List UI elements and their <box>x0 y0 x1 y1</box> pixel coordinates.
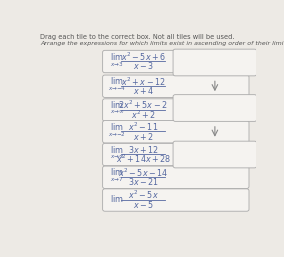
Text: $\lim_{x \to 7}$: $\lim_{x \to 7}$ <box>110 167 124 185</box>
FancyBboxPatch shape <box>103 143 249 166</box>
FancyBboxPatch shape <box>103 99 249 121</box>
Text: $x+4$: $x+4$ <box>133 85 154 96</box>
Text: $x+2$: $x+2$ <box>133 131 154 142</box>
Text: $x^2+2$: $x^2+2$ <box>131 108 156 121</box>
Text: $3x+12$: $3x+12$ <box>128 144 159 155</box>
Text: $\lim$: $\lim$ <box>110 193 124 204</box>
FancyBboxPatch shape <box>103 121 249 143</box>
FancyBboxPatch shape <box>103 75 249 97</box>
Text: $\lim_{x \to -2}$: $\lim_{x \to -2}$ <box>108 122 126 139</box>
FancyBboxPatch shape <box>103 189 249 211</box>
FancyBboxPatch shape <box>173 49 257 76</box>
Text: $\lim_{x \to \infty}$: $\lim_{x \to \infty}$ <box>110 100 124 116</box>
FancyBboxPatch shape <box>173 141 257 168</box>
Text: $x^2+x-12$: $x^2+x-12$ <box>121 75 166 87</box>
Text: $\lim_{x \to \infty}$: $\lim_{x \to \infty}$ <box>110 145 124 161</box>
FancyBboxPatch shape <box>173 95 257 121</box>
Text: $2x^2+5x-2$: $2x^2+5x-2$ <box>118 99 168 111</box>
Text: $x-5$: $x-5$ <box>133 199 154 210</box>
Text: $x-3$: $x-3$ <box>133 60 154 71</box>
FancyBboxPatch shape <box>103 166 249 188</box>
Text: $3x-21$: $3x-21$ <box>128 176 159 187</box>
Text: $x^2-5x-14$: $x^2-5x-14$ <box>118 166 168 179</box>
Text: $x^2-5x+6$: $x^2-5x+6$ <box>121 50 166 63</box>
Text: Drag each tile to the correct box. Not all tiles will be used.: Drag each tile to the correct box. Not a… <box>40 34 234 40</box>
Text: Arrange the expressions for which limits exist in ascending order of their limit: Arrange the expressions for which limits… <box>40 41 284 46</box>
Text: $\lim_{x \to -4}$: $\lim_{x \to -4}$ <box>108 76 126 93</box>
FancyBboxPatch shape <box>103 50 249 73</box>
Text: $x^2+14x+28$: $x^2+14x+28$ <box>116 153 171 165</box>
Text: $x^2-11$: $x^2-11$ <box>128 121 158 133</box>
Text: $x^2-5x$: $x^2-5x$ <box>128 189 159 201</box>
Text: $\lim_{x \to 3}$: $\lim_{x \to 3}$ <box>110 51 124 69</box>
